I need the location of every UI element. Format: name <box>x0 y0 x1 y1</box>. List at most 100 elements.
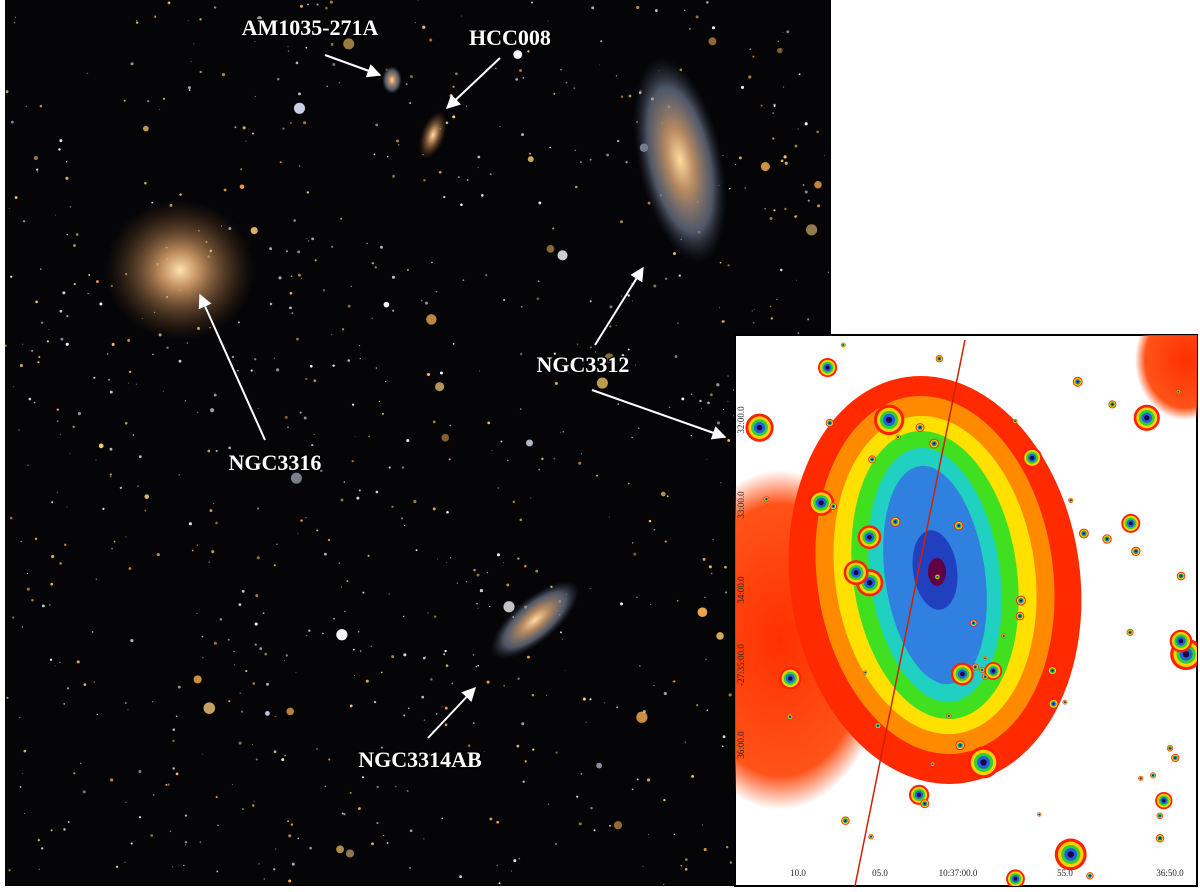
star <box>107 378 111 381</box>
star <box>553 352 556 355</box>
star <box>769 305 772 308</box>
star <box>727 375 729 377</box>
star <box>728 693 732 697</box>
star <box>560 68 562 71</box>
star <box>406 789 409 792</box>
star <box>172 739 175 743</box>
star <box>109 447 113 451</box>
star <box>722 155 724 157</box>
star <box>9 516 13 520</box>
star <box>340 586 343 588</box>
star <box>332 63 336 66</box>
star <box>138 455 142 459</box>
star <box>175 772 179 776</box>
inset-star <box>818 500 824 506</box>
star <box>585 721 587 723</box>
star <box>86 72 89 75</box>
star <box>305 377 308 381</box>
star <box>716 383 720 387</box>
star <box>266 682 269 686</box>
star <box>299 411 302 414</box>
star <box>201 635 204 638</box>
star <box>527 655 530 659</box>
star <box>213 6 217 9</box>
star <box>329 0 333 4</box>
star <box>769 217 773 221</box>
star <box>188 522 192 526</box>
star <box>60 433 61 435</box>
star <box>213 393 217 397</box>
star <box>479 370 481 372</box>
star <box>616 706 619 709</box>
star <box>147 99 150 103</box>
star <box>639 665 641 667</box>
star <box>680 864 683 867</box>
y-tick-label: 34:00.0 <box>736 576 746 604</box>
galaxy-hcc008 <box>418 111 448 159</box>
inset-star <box>864 672 866 673</box>
inset: 10.0 05.0 10:37:00.0 55.0 36:50.0 32:00.0 33:0… <box>734 334 1198 887</box>
star <box>124 861 126 863</box>
star <box>66 506 68 508</box>
star <box>365 679 369 683</box>
star <box>457 176 460 179</box>
star <box>620 602 624 606</box>
star <box>472 654 475 656</box>
star <box>705 658 707 661</box>
star <box>603 702 605 704</box>
label: NGC3314AB <box>358 747 482 772</box>
star <box>596 474 599 477</box>
star <box>684 858 688 862</box>
inset-star <box>894 520 897 523</box>
star <box>77 412 81 416</box>
inset-star <box>1111 403 1114 406</box>
star <box>10 275 13 278</box>
star <box>437 558 439 560</box>
star <box>213 503 215 505</box>
star <box>185 844 187 846</box>
star <box>772 137 775 140</box>
star <box>299 4 304 8</box>
inset-star <box>789 716 791 718</box>
star <box>407 707 410 710</box>
star <box>517 677 520 680</box>
star <box>827 271 829 273</box>
star <box>716 421 721 425</box>
star <box>729 861 733 864</box>
inset-star <box>981 669 983 671</box>
star <box>711 26 716 30</box>
star <box>695 15 699 19</box>
star <box>80 762 82 764</box>
star <box>257 507 260 510</box>
x-tick-label: 10:37:00.0 <box>939 868 978 878</box>
star <box>678 274 681 277</box>
star <box>676 599 679 602</box>
star <box>307 240 310 242</box>
star <box>475 666 477 668</box>
star <box>691 774 695 778</box>
star <box>489 817 493 821</box>
inset-star <box>948 715 950 717</box>
star <box>510 870 512 872</box>
star <box>449 424 451 427</box>
inset-star <box>1019 615 1021 617</box>
star <box>349 791 352 794</box>
star <box>697 607 708 618</box>
star <box>316 3 319 6</box>
core <box>928 558 946 586</box>
star <box>327 538 331 542</box>
galaxy-ngc3312 <box>633 56 727 264</box>
star <box>40 268 42 270</box>
arrow <box>445 57 501 109</box>
star <box>111 342 115 346</box>
star <box>326 85 329 88</box>
star <box>388 593 390 595</box>
star <box>250 369 253 372</box>
star <box>522 76 525 79</box>
star <box>252 682 255 685</box>
star <box>339 27 341 29</box>
star <box>578 461 582 465</box>
galaxy-ngc3314 <box>490 580 580 660</box>
star <box>663 883 665 885</box>
star <box>297 837 300 840</box>
